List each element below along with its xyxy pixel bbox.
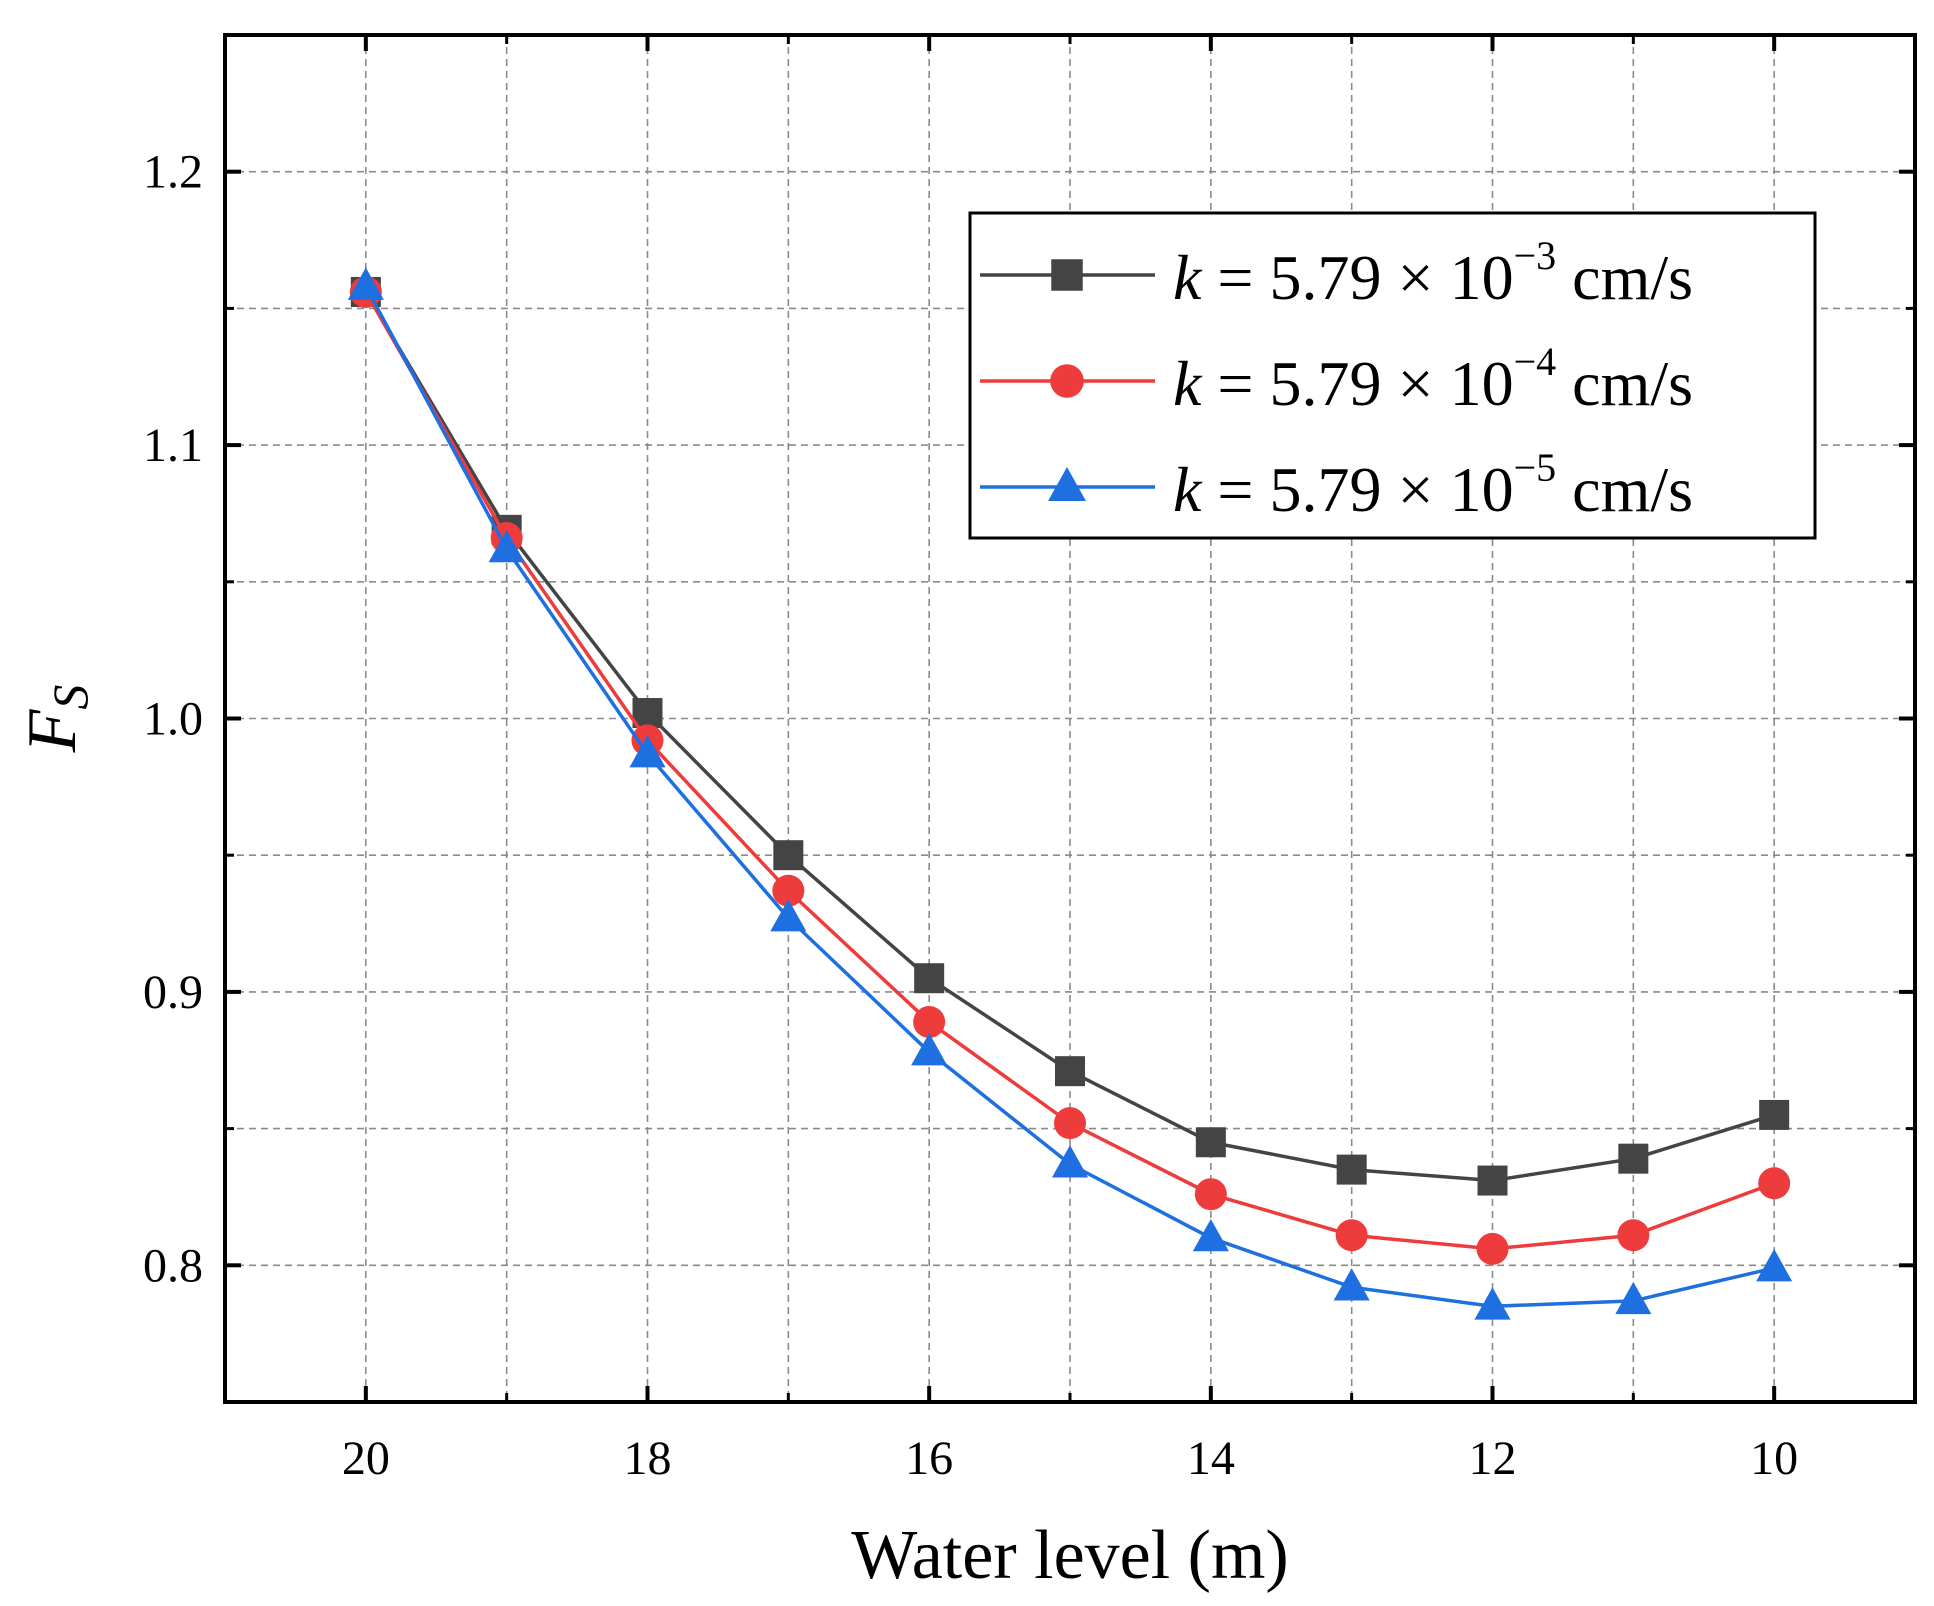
data-point-triangle [1756, 1249, 1793, 1282]
y-tick-label: 0.8 [143, 1239, 203, 1292]
data-point-circle [1617, 1219, 1650, 1252]
data-point-circle [1194, 1178, 1227, 1211]
data-point-circle [1050, 364, 1084, 398]
data-point-square [914, 963, 945, 994]
data-point-circle [1758, 1167, 1791, 1200]
legend-item-2: k = 5.79 × 10−4 cm/s [980, 339, 1693, 419]
data-point-triangle [1474, 1287, 1511, 1320]
y-tick-label: 1.1 [143, 419, 203, 472]
x-tick-label: 12 [1469, 1432, 1517, 1485]
y-axis-title-subscript: S [42, 685, 98, 710]
data-point-circle [1476, 1232, 1509, 1265]
legend-label: k = 5.79 × 10−5 cm/s [1173, 445, 1693, 525]
data-point-triangle [629, 735, 666, 768]
legend-box [968, 211, 1817, 540]
data-point-triangle [1048, 467, 1086, 501]
data-point-square [1336, 1154, 1367, 1185]
data-point-triangle [770, 899, 807, 932]
y-tick-label: 1.0 [143, 693, 203, 746]
data-point-triangle [1192, 1218, 1229, 1252]
data-point-circle [1054, 1107, 1086, 1140]
legend-label: k = 5.79 × 10−3 cm/s [1173, 233, 1693, 313]
data-point-triangle [1333, 1268, 1370, 1301]
data-point-square [1618, 1143, 1649, 1174]
data-point-triangle [1051, 1145, 1089, 1178]
legend-label: k = 5.79 × 10−4 cm/s [1173, 339, 1693, 419]
data-point-circle [913, 1005, 946, 1038]
x-tick-label: 10 [1750, 1432, 1798, 1485]
y-tick-label: 0.9 [143, 966, 203, 1019]
data-point-circle [772, 874, 805, 907]
series-layer [347, 267, 1793, 1320]
x-tick-label: 18 [624, 1432, 672, 1485]
y-tick-label: 1.2 [143, 146, 203, 199]
x-tick-label: 20 [342, 1432, 390, 1485]
svg-text:FS: FS [14, 685, 98, 754]
data-point-square [1759, 1099, 1790, 1130]
x-axis-title: Water level (m) [851, 1517, 1288, 1594]
legend-item-3: k = 5.79 × 10−5 cm/s [980, 445, 1693, 525]
tick-labels: 20 18 16 14 12 10 0.8 0.9 1.0 1.1 1.2 [143, 146, 1798, 1485]
data-point-square [1195, 1127, 1226, 1158]
y-axis-title-main: F [14, 708, 91, 753]
y-axis-title: FS [14, 685, 98, 754]
data-point-triangle [347, 267, 384, 300]
x-tick-label: 16 [905, 1432, 953, 1485]
legend: k = 5.79 × 10−3 cm/s k = 5.79 × 10−4 cm/s… [968, 211, 1817, 540]
data-point-triangle [911, 1033, 948, 1066]
series-3 [347, 267, 1793, 1320]
x-tick-label: 14 [1187, 1432, 1235, 1485]
axis-ticks [225, 35, 1915, 1402]
data-point-triangle [488, 529, 525, 563]
data-point-square [773, 840, 804, 871]
data-point-square [1477, 1165, 1508, 1196]
data-point-square [1055, 1056, 1085, 1087]
data-point-triangle [1615, 1281, 1652, 1315]
data-point-circle [1335, 1219, 1368, 1252]
legend-item-1: k = 5.79 × 10−3 cm/s [980, 233, 1693, 313]
data-point-square [1051, 259, 1083, 291]
